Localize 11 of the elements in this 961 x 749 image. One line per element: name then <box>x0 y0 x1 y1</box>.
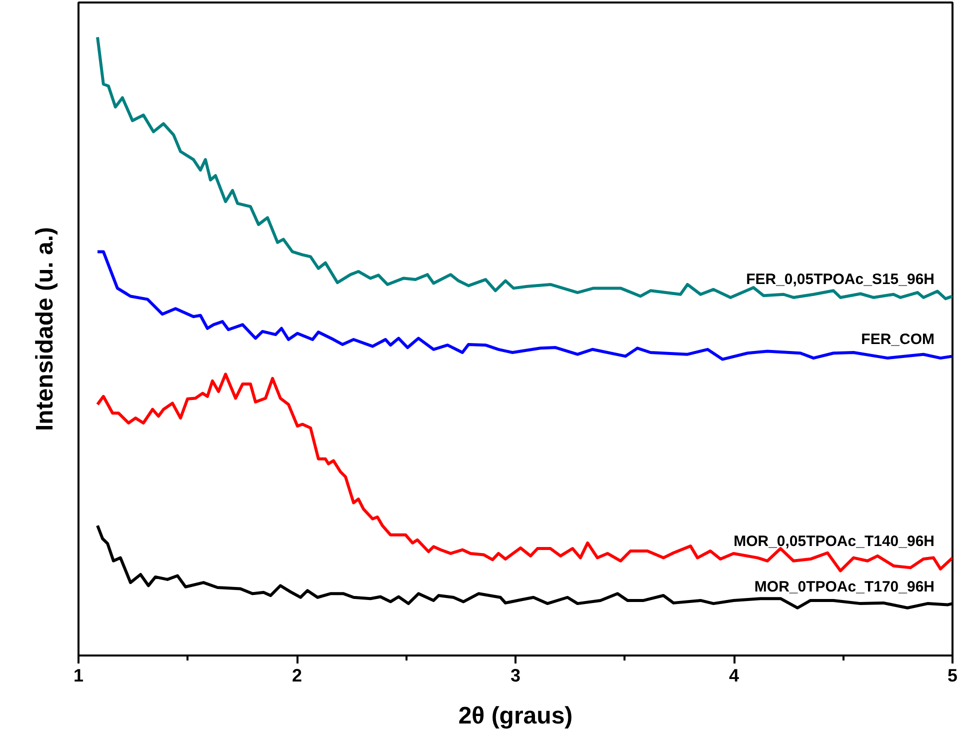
y-axis-title: Intensidade (u. a.) <box>32 226 58 432</box>
series-label: MOR_0TPOAc_T170_96H <box>754 578 935 596</box>
x-tick-label: 1 <box>73 666 84 686</box>
x-tick-label: 2 <box>292 666 302 686</box>
x-tick-label: 4 <box>728 666 740 686</box>
x-axis-title: 2θ (graus) <box>458 702 573 730</box>
x-tick-label: 3 <box>510 666 521 686</box>
series-label: FER_COM <box>861 331 935 348</box>
series-label: MOR_0,05TPOAc_T140_96H <box>734 532 935 550</box>
x-tick-label: 5 <box>947 666 958 686</box>
series-label: FER_0,05TPOAc_S15_96H <box>746 271 934 288</box>
